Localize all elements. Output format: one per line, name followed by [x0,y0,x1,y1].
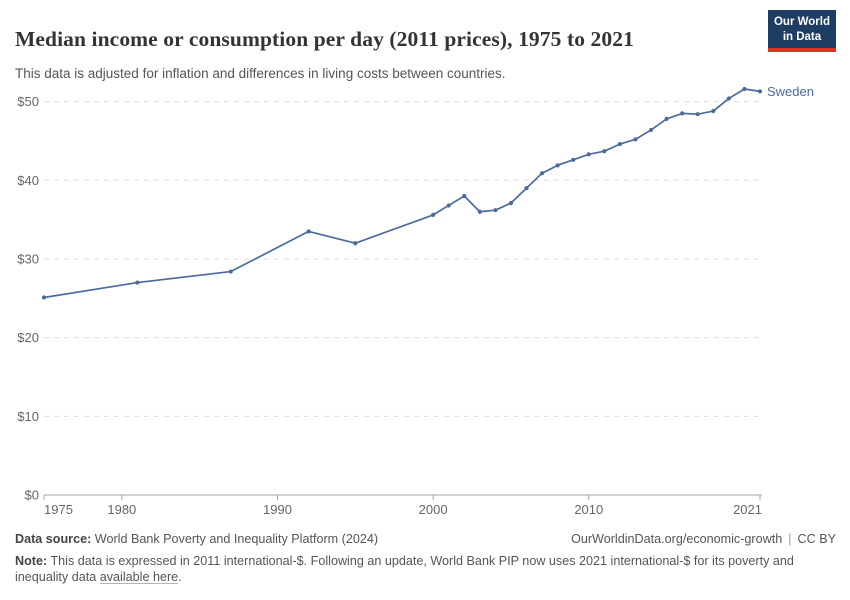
data-point-marker[interactable] [524,186,529,191]
data-point-marker[interactable] [757,89,763,94]
x-axis-tick-label: 1990 [263,502,292,517]
data-point-marker[interactable] [664,116,669,122]
x-axis-tick-label: 1975 [44,502,73,517]
data-point-marker[interactable] [680,111,685,116]
data-point-marker[interactable] [135,280,140,285]
data-point-marker[interactable] [508,200,514,206]
data-point-marker[interactable] [228,269,233,274]
footer-note: Note: This data is expressed in 2011 int… [15,553,810,586]
y-axis-tick-label: $20 [17,330,39,345]
data-point-marker[interactable] [617,141,623,147]
y-axis-tick-label: $30 [17,251,39,266]
data-point-marker[interactable] [648,127,654,133]
data-point-marker[interactable] [555,163,560,168]
footer-origin: OurWorldinData.org/economic-growth | CC BY [571,531,836,548]
page-title: Median income or consumption per day (20… [15,27,634,52]
data-point-marker[interactable] [41,295,47,300]
data-point-marker[interactable] [353,241,358,246]
origin-url-link[interactable]: OurWorldinData.org/economic-growth [571,532,783,546]
datasource: Data source: World Bank Poverty and Ineq… [15,531,378,548]
note-text: This data is expressed in 2011 internati… [15,553,794,585]
x-axis-tick-label: 1980 [107,502,136,517]
datasource-label: Data source: [15,532,92,546]
data-point-marker[interactable] [462,193,467,199]
series-end-label[interactable]: Sweden [767,84,814,99]
data-point-marker[interactable] [539,171,545,176]
data-point-marker[interactable] [711,108,716,114]
owid-logo[interactable]: Our World in Data [767,10,836,53]
owid-logo-line1: Our World [773,16,830,28]
x-axis-tick-label: 2021 [733,502,762,517]
note-available-here-link[interactable]: available here [99,570,179,585]
data-point-marker[interactable] [431,212,436,217]
data-point-marker[interactable] [633,137,638,142]
x-axis-tick-label: 2000 [419,502,448,517]
license-link[interactable]: CC BY [797,532,837,546]
datasource-text: World Bank Poverty and Inequality Platfo… [94,532,379,546]
data-point-marker[interactable] [695,112,700,117]
y-axis-tick-label: $40 [17,173,39,188]
footer-separator: | [788,532,792,546]
data-point-marker[interactable] [493,208,498,213]
page-subtitle: This data is adjusted for inflation and … [15,65,506,81]
data-point-marker[interactable] [446,203,451,208]
chart-area: $0 $10 $20 $30 $40 $50 1975 1980 1990 2000 2010 202… [17,84,814,517]
data-point-marker[interactable] [477,209,482,214]
chart-svg: $0 $10 $20 $30 $40 $50 1975 1980 1990 2000 2010 202… [17,84,814,517]
y-axis-tick-label: $0 [25,488,39,503]
footer-row-source: Data source: World Bank Poverty and Ineq… [15,531,836,548]
x-axis-tick-label: 2010 [574,502,603,517]
owid-logo-line2: in Data [782,31,822,44]
data-point-marker[interactable] [571,157,576,162]
data-point-marker[interactable] [742,86,747,92]
series-line[interactable] [43,88,761,299]
chart-footer: Data source: World Bank Poverty and Ineq… [15,531,836,586]
data-point-marker[interactable] [726,96,731,101]
note-suffix: . [178,570,182,585]
y-axis-tick-label: $50 [17,94,39,109]
y-axis-tick-label: $10 [17,409,39,424]
note-label: Note: [15,553,48,568]
data-point-marker[interactable] [306,229,311,234]
data-point-marker[interactable] [586,152,591,157]
data-point-marker[interactable] [602,149,607,154]
